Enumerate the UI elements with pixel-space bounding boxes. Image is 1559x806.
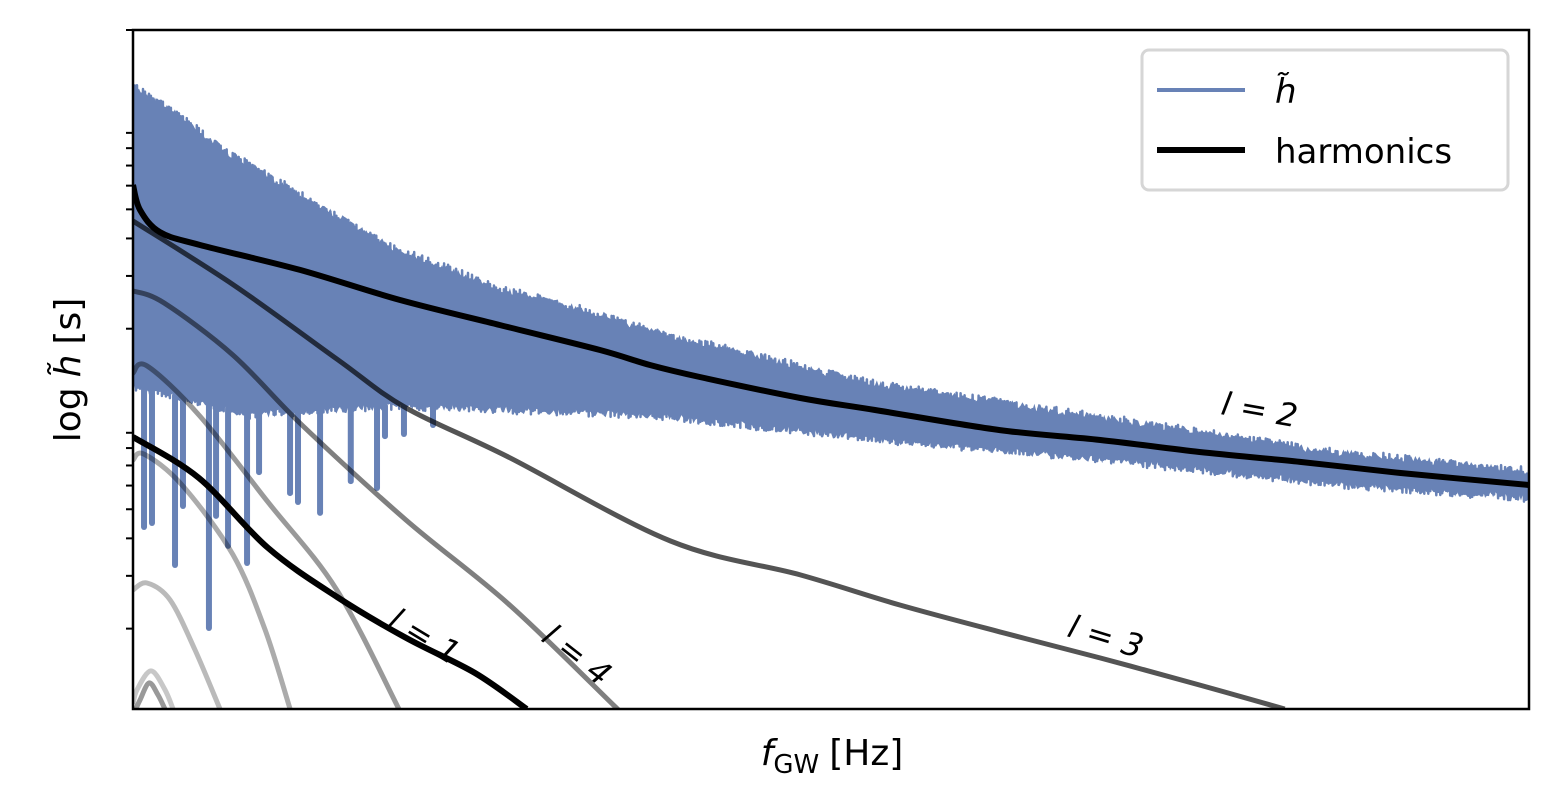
plot-area: [133, 82, 1529, 709]
legend-box: [1140, 48, 1510, 192]
legend: h̃ harmonics: [1140, 48, 1510, 192]
harmonic-curve-l9: [133, 680, 168, 709]
harmonic-curve-l4: [133, 288, 622, 709]
harmonic-curve-l8: [133, 668, 176, 709]
y-axis-unit: [s]: [48, 298, 89, 345]
x-axis-label: fGW [Hz]: [761, 733, 904, 780]
x-axis-unit: [Hz]: [829, 733, 903, 774]
x-axis-subscript: GW: [773, 750, 819, 780]
y-axis-symbol: h̃: [47, 355, 89, 378]
signal-line: [133, 84, 1529, 503]
harmonic-curve-l2: [133, 184, 1529, 488]
harmonic-curve-l5: [133, 361, 402, 709]
harmonic-curve-l6: [133, 450, 293, 709]
harmonic-curve-l3: [133, 218, 1286, 709]
y-axis-label: log h̃ [s]: [47, 298, 89, 443]
y-axis-prefix: log: [48, 387, 89, 442]
legend-label-harmonics: harmonics: [1275, 132, 1452, 172]
legend-label-signal: h̃: [1275, 72, 1297, 112]
axes-frame: [131, 28, 1531, 711]
harmonic-curve-l7: [133, 580, 223, 709]
harmonic-curve-l1: [133, 434, 529, 709]
y-axis-ticks: [126, 29, 133, 630]
